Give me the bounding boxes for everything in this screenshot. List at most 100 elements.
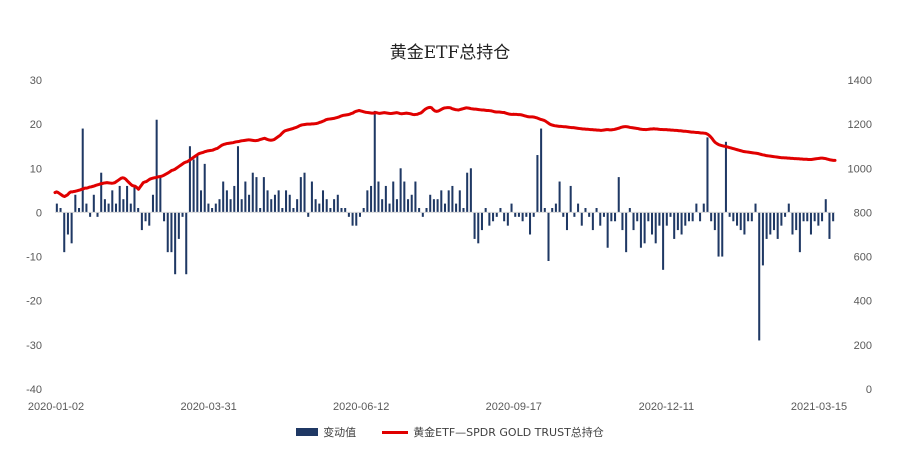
bar (229, 199, 232, 213)
bar (114, 203, 118, 213)
bar (695, 203, 698, 213)
x-tick-label: 2020-06-12 (333, 401, 389, 413)
bar (244, 181, 247, 213)
bar (569, 185, 572, 213)
bar (336, 194, 339, 213)
x-tick-label: 2020-01-02 (28, 401, 84, 413)
bar (795, 212, 798, 231)
left-tick-label: 30 (30, 75, 42, 87)
bar (370, 185, 373, 213)
bar (462, 208, 465, 213)
bar (89, 212, 92, 217)
bar (410, 194, 413, 213)
bar (529, 212, 532, 235)
bar (395, 199, 398, 213)
bar (185, 212, 188, 275)
bar (321, 190, 325, 213)
x-axis: 2020-01-02 2020-03-31 2020-06-12 2020-09-17… (28, 401, 847, 413)
bar (66, 212, 69, 235)
bar (643, 212, 646, 244)
bar (351, 212, 354, 226)
bar (436, 199, 439, 213)
bar (262, 177, 265, 213)
bar (203, 163, 206, 213)
bar (458, 190, 461, 213)
right-axis: 0 200 400 600 800 1000 1200 1400 (848, 75, 872, 396)
bar (144, 212, 147, 222)
x-tick-label: 2020-12-11 (639, 401, 694, 413)
bar (606, 212, 609, 248)
bar (699, 212, 702, 222)
legend-swatch-bars (296, 428, 319, 436)
bar (832, 212, 835, 222)
bar (551, 208, 554, 213)
bar (636, 212, 639, 222)
bar (251, 172, 254, 213)
bar (732, 212, 735, 222)
bar (717, 212, 720, 257)
bar (625, 212, 628, 253)
legend-item-line[interactable]: 黄金ETF—SPDR GOLD TRUST总持仓 (382, 424, 604, 440)
holdings-line (53, 105, 837, 199)
bar (540, 128, 543, 213)
bar (418, 208, 421, 213)
bar (296, 199, 299, 213)
bar (100, 172, 103, 213)
bar (525, 212, 528, 217)
right-tick-label: 600 (854, 252, 872, 264)
bar (817, 212, 820, 226)
bar (140, 212, 143, 231)
bar (344, 208, 347, 213)
bar (687, 212, 690, 222)
bar (155, 119, 158, 213)
bar (798, 212, 801, 253)
bar (628, 208, 631, 213)
bar (174, 212, 177, 275)
bar (129, 203, 132, 213)
bar (388, 203, 391, 213)
bar (103, 199, 106, 213)
bar (373, 110, 376, 213)
bar (706, 137, 709, 213)
bar (333, 199, 336, 213)
bar (214, 203, 217, 213)
bar (362, 208, 365, 213)
bar (70, 212, 73, 244)
legend-swatch-line (382, 430, 409, 434)
bar (285, 190, 288, 213)
bar (255, 177, 258, 213)
bar (455, 203, 458, 213)
bar (710, 212, 713, 222)
bar (133, 185, 136, 213)
legend-item-bars[interactable]: 变动值 (296, 424, 356, 440)
legend: 变动值 黄金ETF—SPDR GOLD TRUST总持仓 (0, 424, 900, 440)
bar (177, 212, 180, 239)
bar (188, 146, 191, 213)
bar (477, 212, 480, 244)
bar (443, 203, 447, 213)
bar (299, 177, 302, 213)
left-tick-label: -40 (26, 384, 42, 396)
bar (510, 203, 513, 213)
bar (55, 203, 58, 213)
right-tick-label: 800 (854, 207, 872, 219)
bar (484, 208, 487, 213)
bar (680, 212, 683, 235)
bar (614, 212, 617, 222)
bar (451, 185, 454, 213)
left-tick-label: 0 (36, 207, 42, 219)
line-series (53, 105, 837, 199)
bar (92, 194, 95, 213)
bar (651, 212, 654, 235)
bar (591, 212, 594, 231)
bar (747, 212, 750, 222)
bar (802, 212, 805, 222)
bar (765, 212, 768, 239)
bar (266, 190, 269, 213)
right-tick-label: 1200 (848, 119, 872, 131)
left-axis: -40 -30 -20 -10 0 10 20 30 (26, 75, 42, 396)
bar (713, 212, 716, 231)
bar (111, 190, 114, 213)
bar (492, 212, 495, 222)
bar (240, 199, 243, 213)
